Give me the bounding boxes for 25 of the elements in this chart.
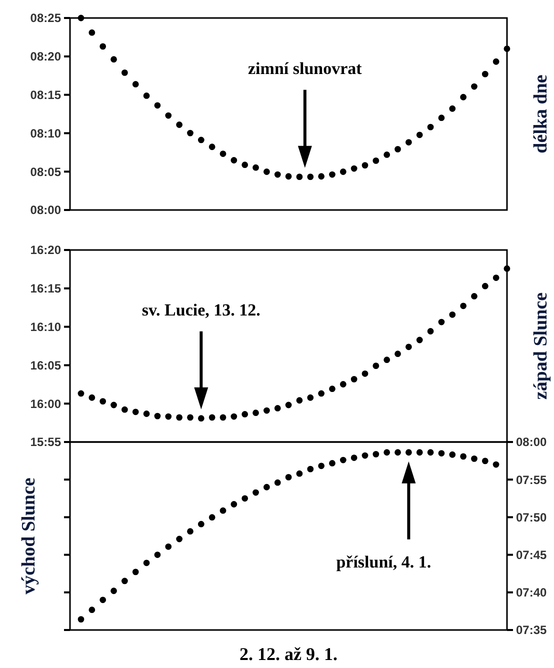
annotation: přísluní, 4. 1. [336, 552, 432, 572]
y-tick-label: 16:15 [30, 282, 62, 296]
y-tick-label: 08:05 [30, 164, 62, 179]
y-tick-label: 16:05 [30, 358, 62, 372]
y-tick-label: 08:15 [30, 88, 62, 102]
annotation: sv. Lucie, 13. 12. [142, 300, 260, 320]
y-axis-title: západ Slunce [530, 292, 552, 400]
y-tick-label: 07:55 [516, 472, 548, 487]
y-tick-label: 07:45 [516, 548, 548, 562]
x-axis-title: 2. 12. až 9. 1. [240, 644, 338, 664]
y-tick-label: 08:25 [30, 11, 62, 26]
y-tick-label: 07:40 [516, 586, 548, 600]
y-axis-title: východ Slunce [18, 478, 40, 594]
y-tick-label: 15:55 [30, 435, 62, 450]
y-tick-label: 08:10 [30, 126, 62, 140]
y-axis-title: délka dne [530, 74, 552, 154]
y-tick-label: 08:00 [516, 435, 548, 450]
y-tick-label: 16:00 [30, 396, 62, 411]
y-tick-label: 08:00 [30, 203, 62, 218]
y-tick-label: 08:20 [30, 50, 62, 64]
y-tick-label: 07:50 [516, 510, 548, 524]
y-tick-label: 16:10 [30, 320, 62, 334]
annotation: zimní slunovrat [248, 58, 362, 78]
y-tick-label: 16:20 [30, 243, 62, 258]
y-tick-label: 07:35 [516, 623, 548, 638]
